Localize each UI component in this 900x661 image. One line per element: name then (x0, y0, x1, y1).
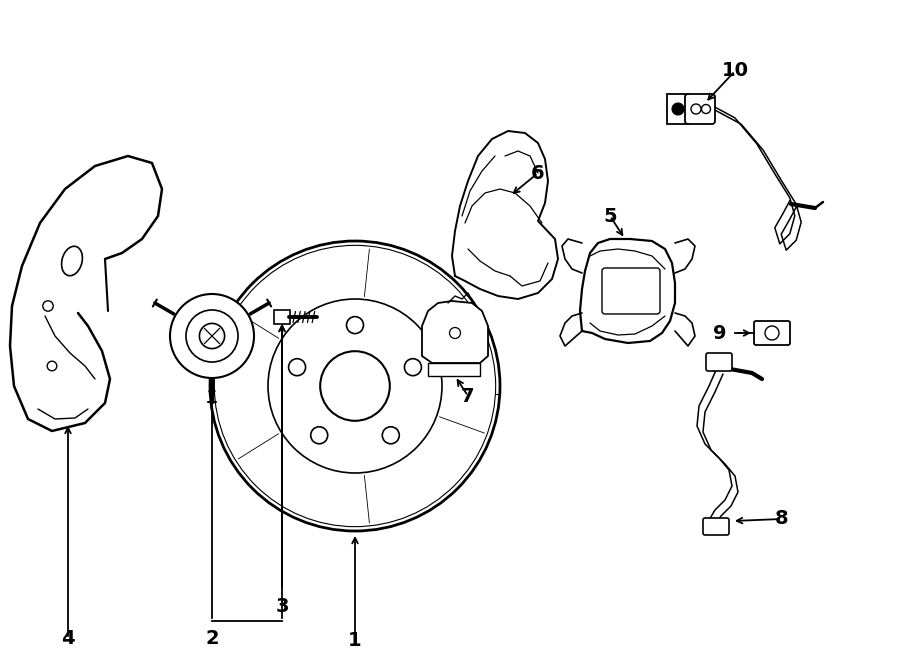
Text: 8: 8 (775, 510, 788, 529)
Text: 9: 9 (713, 323, 727, 342)
Text: 4: 4 (61, 629, 75, 648)
FancyBboxPatch shape (706, 353, 732, 371)
Text: 1: 1 (348, 631, 362, 650)
Circle shape (186, 310, 238, 362)
Polygon shape (422, 301, 488, 363)
Circle shape (200, 323, 225, 348)
Text: 3: 3 (275, 596, 289, 615)
Text: 10: 10 (722, 61, 749, 81)
FancyBboxPatch shape (667, 94, 689, 124)
FancyBboxPatch shape (703, 518, 729, 535)
Polygon shape (428, 363, 480, 376)
FancyBboxPatch shape (754, 321, 790, 345)
Text: 2: 2 (205, 629, 219, 648)
Circle shape (672, 103, 684, 115)
FancyBboxPatch shape (274, 310, 290, 324)
Circle shape (170, 294, 254, 378)
Text: 6: 6 (531, 163, 544, 182)
Text: 7: 7 (461, 387, 475, 405)
Text: 5: 5 (603, 206, 616, 225)
FancyBboxPatch shape (685, 94, 715, 124)
